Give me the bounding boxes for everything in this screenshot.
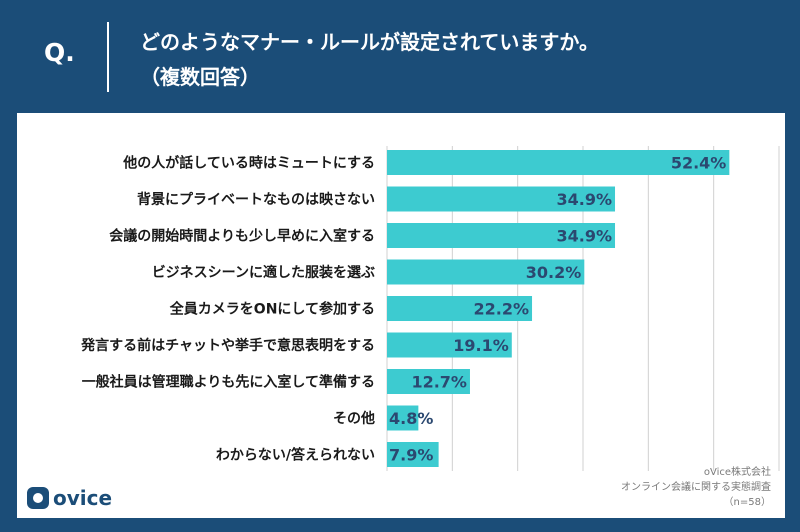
source-note: oVice株式会社 オンライン会議に関する実態調査 （n=58） — [621, 465, 771, 510]
category-label: わからない/答えられない — [216, 447, 375, 464]
value-label: 19.1% — [453, 336, 509, 355]
chart-panel: 他の人が話している時はミュートにする 52.4% 背景にプライベートなものは映さない… — [17, 113, 785, 518]
category-label: 会議の開始時間よりも少し早めに入室する — [109, 228, 375, 245]
bar — [387, 442, 439, 467]
category-label: 全員カメラをONにして参加する — [169, 301, 375, 318]
header: Q. どのようなマナー・ルールが設定されていますか。 （複数回答） — [0, 0, 800, 112]
source-company: oVice株式会社 — [703, 467, 771, 478]
bar — [387, 150, 730, 175]
bar-chart: 他の人が話している時はミュートにする 52.4% 背景にプライベートなものは映さない… — [80, 146, 780, 471]
source-survey: オンライン会議に関する実態調査 — [621, 482, 771, 493]
value-label: 12.7% — [411, 373, 467, 392]
ovice-logo-icon — [27, 487, 49, 509]
question-text: どのようなマナー・ルールが設定されていますか。 — [140, 30, 599, 54]
ovice-logo: ovice — [27, 485, 112, 511]
bar — [387, 405, 419, 431]
value-label: 52.4% — [671, 154, 727, 173]
question-mark-label: Q. — [44, 38, 75, 67]
bar — [387, 223, 616, 248]
header-divider — [107, 22, 109, 92]
bar — [387, 332, 512, 358]
bar — [387, 186, 616, 212]
bar — [387, 296, 533, 321]
value-label: 7.9% — [389, 446, 433, 465]
category-label: 他の人が話している時はミュートにする — [122, 155, 375, 172]
source-sample-size: （n=58） — [723, 497, 771, 508]
ovice-logo-text: ovice — [53, 486, 113, 510]
bar — [387, 369, 470, 394]
category-label: その他 — [333, 410, 375, 427]
value-label: 4.8% — [389, 409, 433, 428]
category-label: ビジネスシーンに適した服装を選ぶ — [152, 264, 375, 281]
category-label: 背景にプライベートなものは映さない — [137, 191, 375, 208]
question-note: （複数回答） — [140, 65, 260, 89]
category-label: 発言する前はチャットや挙手で意思表明をする — [80, 337, 375, 354]
value-label: 34.9% — [556, 227, 612, 246]
bar — [387, 259, 585, 285]
category-label: 一般社員は管理職よりも先に入室して準備する — [82, 374, 375, 391]
value-label: 22.2% — [474, 300, 530, 319]
value-label: 30.2% — [526, 263, 582, 282]
value-label: 34.9% — [556, 190, 612, 209]
